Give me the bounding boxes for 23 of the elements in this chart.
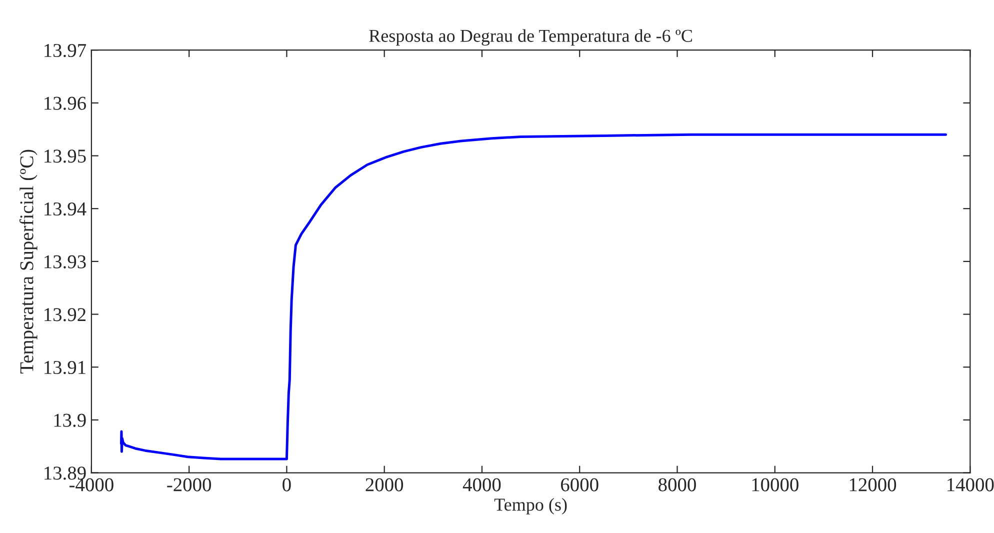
x-tick-label: -4000 (69, 478, 114, 492)
x-tick-label: 2000 (366, 478, 404, 492)
x-axis-title: Tempo (s) (494, 498, 567, 514)
x-tick-label: 12000 (850, 478, 896, 492)
x-tick-label: 6000 (561, 478, 598, 492)
y-tick-label: 13.94 (44, 202, 86, 216)
line-series (120, 133, 947, 460)
y-tick-label: 13.96 (44, 96, 86, 110)
y-tick-label: 13.89 (44, 466, 86, 480)
x-tick-label: 0 (282, 478, 291, 492)
y-tick-label: 13.93 (44, 255, 86, 268)
y-tick-label: 13.97 (44, 44, 86, 58)
y-tick-label: 13.91 (44, 360, 86, 374)
y-axis-title: Temperatura Superficial (ºC) (19, 150, 38, 374)
x-tick-label: 10000 (752, 478, 798, 492)
x-tick-label: 8000 (658, 478, 696, 492)
x-tick-label: -2000 (167, 478, 212, 492)
y-tick-label: 13.9 (54, 414, 86, 427)
chart-title: Resposta ao Degrau de Temperatura de -6 ºC (369, 29, 692, 46)
y-tick-label: 13.95 (44, 150, 86, 163)
x-tick-label: 4000 (462, 478, 501, 492)
x-tick-label: 14000 (948, 478, 994, 492)
y-tick-label: 13.92 (44, 308, 86, 322)
